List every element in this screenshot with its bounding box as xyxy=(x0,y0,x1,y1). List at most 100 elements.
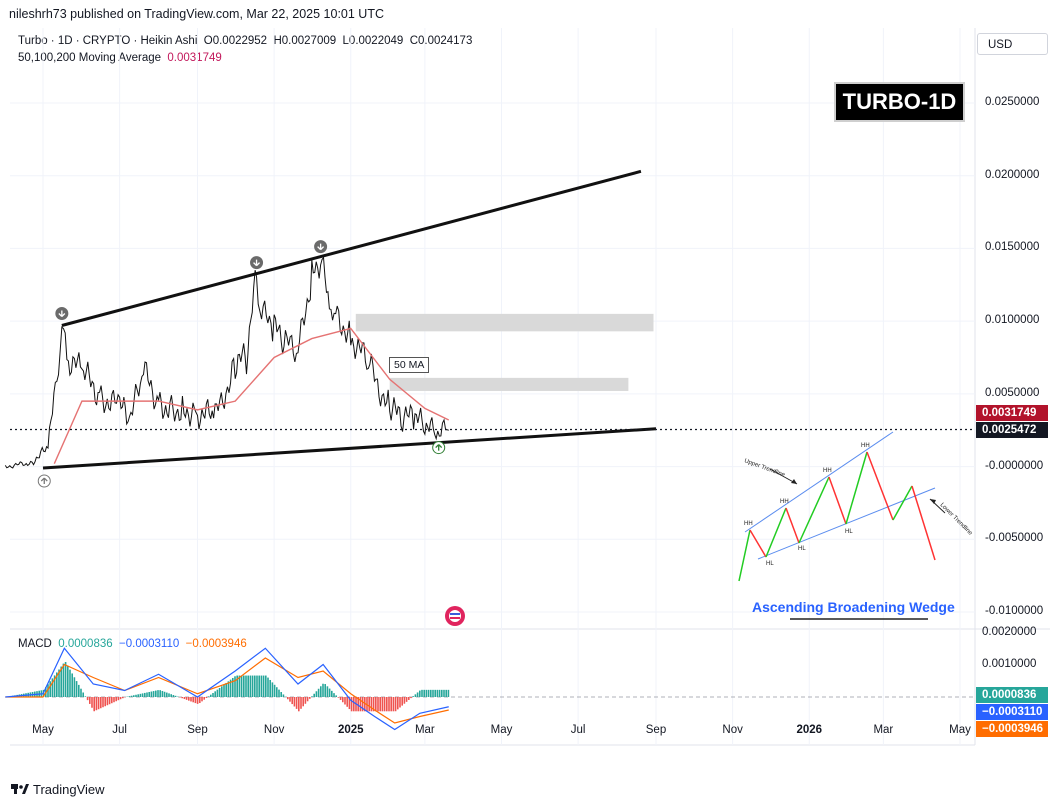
macd-line-value: −0.0003110 xyxy=(119,638,180,650)
macd-hist-bar-104 xyxy=(240,675,243,697)
price-line xyxy=(4,256,449,469)
macd-hist-bar-43 xyxy=(106,697,109,706)
ma-callout: 50 MA xyxy=(389,357,430,373)
inset-zigzag-green-4 xyxy=(845,451,868,525)
ma50-line xyxy=(53,327,450,464)
macd-hist-bar-190 xyxy=(430,689,432,697)
macd-hist-bar-40 xyxy=(100,697,102,709)
macd-hist-bar-194 xyxy=(438,689,441,697)
macd-hist-bar-32 xyxy=(82,692,84,697)
macd-hist-bar-113 xyxy=(260,675,263,697)
resistance-zones xyxy=(355,313,654,391)
time-tick-6: May xyxy=(490,724,513,736)
macd-hist-bar-122 xyxy=(280,692,282,697)
ohlc-open: O0.0022952 xyxy=(203,35,268,47)
tradingview-brand: TradingView xyxy=(33,782,105,797)
symbol-line: Turbo · 1D · CRYPTO · Heikin Ashi xyxy=(18,35,198,47)
macd-hist-bar-151 xyxy=(344,697,346,705)
inset-upper-label: Upper Trendline xyxy=(743,458,786,478)
inset-zigzag-green-2 xyxy=(765,507,787,558)
trendline-upper xyxy=(61,169,642,327)
macd-hist-bar-99 xyxy=(229,679,232,697)
macd-hist-bar-19 xyxy=(53,675,56,697)
macd-hist-bar-148 xyxy=(337,697,340,698)
macd-line-tag: −0.0003110 xyxy=(976,704,1048,720)
time-tick-9: Nov xyxy=(722,724,743,736)
macd-hist-bar-111 xyxy=(256,675,258,697)
macd-hist-bar-145 xyxy=(331,690,333,697)
macd-hist-bar-188 xyxy=(425,689,428,697)
macd-hist-tag: 0.0000836 xyxy=(976,687,1048,703)
inset-zigzag-green-5 xyxy=(892,485,913,521)
inset-zigzag-green-3 xyxy=(798,476,830,544)
macd-hist-bar-85 xyxy=(199,697,201,704)
macd-hist-bar-67 xyxy=(159,690,161,697)
price-tick-6: -0.0050000 xyxy=(985,532,1044,545)
macd-hist-bar-129 xyxy=(295,697,298,709)
macd-hist-bar-196 xyxy=(443,689,445,697)
macd-hist-bar-84 xyxy=(196,697,199,704)
time-tick-2: Sep xyxy=(187,724,208,736)
macd-hist-bar-83 xyxy=(194,697,197,704)
macd-hist-bar-197 xyxy=(445,689,447,697)
macd-label: MACD xyxy=(18,638,52,650)
ohlc-high: H0.0027009 xyxy=(273,35,337,47)
down-arrow-marker-icon xyxy=(55,307,69,321)
macd-hist-bar-146 xyxy=(333,693,335,697)
macd-hist-bar-142 xyxy=(324,684,326,697)
macd-hist-bar-42 xyxy=(104,697,106,707)
time-tick-8: Sep xyxy=(645,724,667,736)
macd-hist-bar-189 xyxy=(427,689,430,697)
time-tick-10: 2026 xyxy=(796,724,823,736)
macd-hist-bar-29 xyxy=(75,681,78,697)
macd-hist-bar-30 xyxy=(78,684,80,697)
macd-hist-bar-48 xyxy=(117,697,120,701)
macd-hist-bar-175 xyxy=(397,697,399,710)
macd-hist-bar-163 xyxy=(370,697,373,712)
inset-lower-label: Lower Trendline xyxy=(939,502,974,537)
macd-hist-bar-130 xyxy=(298,697,300,712)
price-tick-7: -0.0100000 xyxy=(985,605,1044,617)
macd-hist-bar-123 xyxy=(282,694,285,697)
macd-hist-bar-86 xyxy=(201,697,203,702)
time-tick-1: Jul xyxy=(112,724,127,736)
price-tick-0: 0.0250000 xyxy=(985,96,1040,108)
macd-hist-bar-184 xyxy=(416,692,419,697)
up-arrow-marker-icon xyxy=(37,474,51,488)
macd-hist-bar-159 xyxy=(361,697,364,712)
macd-hist-bar-103 xyxy=(238,675,241,697)
inset-arrowhead-lower xyxy=(930,499,936,504)
macd-hist-bar-110 xyxy=(254,675,256,697)
macd-hist-bar-36 xyxy=(91,697,93,708)
macd-hist-bar-137 xyxy=(313,693,315,697)
turbo-overlay-label: TURBO-1D xyxy=(834,82,965,122)
tradingview-logo-icon xyxy=(11,784,29,794)
macd-hist-bar-37 xyxy=(93,697,95,712)
wedge-inset-diagram: Upper Trendline Lower Trendline HH HH HH… xyxy=(738,431,974,620)
down-arrow-marker-icon xyxy=(314,240,328,254)
macd-hist-bar-178 xyxy=(403,697,406,704)
macd-hist-bar-25 xyxy=(67,665,69,697)
up-arrow-marker-icon xyxy=(432,441,446,455)
macd-hist-bar-128 xyxy=(293,697,296,707)
wedge-title: Ascending Broadening Wedge xyxy=(752,599,955,615)
macd-hist-bar-49 xyxy=(119,697,122,700)
macd-hist-bar-101 xyxy=(234,676,236,697)
macd-hist-bar-98 xyxy=(227,681,230,697)
macd-hist-bar-65 xyxy=(155,690,157,697)
inset-zigzag-red-1 xyxy=(749,529,767,558)
macd-hist-bar-119 xyxy=(273,684,276,697)
macd-hist-bar-92 xyxy=(214,691,216,697)
macd-hist-bar-87 xyxy=(203,697,205,700)
currency-button[interactable]: USD xyxy=(977,33,1048,55)
macd-hist-bar-72 xyxy=(170,694,172,697)
macd-hist-bar-121 xyxy=(278,689,280,697)
macd-hist-bar-176 xyxy=(399,697,401,708)
inset-hl-1: HL xyxy=(766,561,774,567)
trendlines xyxy=(42,169,657,470)
macd-hist-bar-35 xyxy=(89,697,91,704)
macd-hist-bar-23 xyxy=(62,663,65,697)
inset-hl-3: HL xyxy=(845,529,853,535)
macd-hist-bar-171 xyxy=(388,697,390,712)
